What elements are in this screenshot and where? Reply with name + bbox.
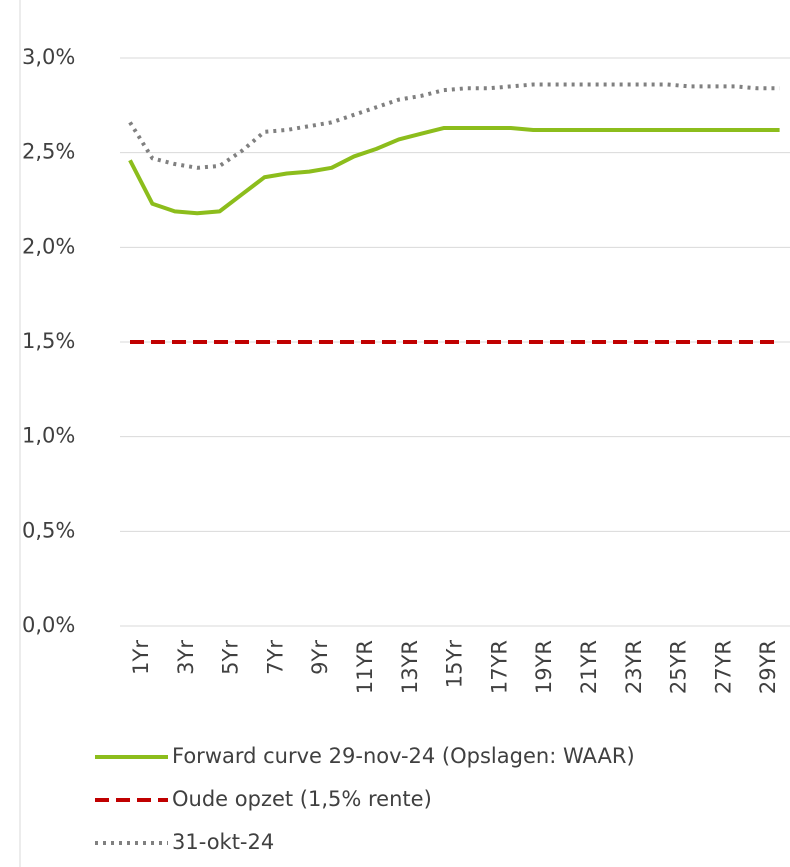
y-tick-label: 2,5%: [22, 140, 75, 164]
legend-label: Oude opzet (1,5% rente): [172, 787, 432, 811]
x-tick-label: 3Yr: [174, 640, 198, 675]
series-line: [128, 82, 780, 170]
x-tick-label: 21YR: [577, 640, 601, 694]
y-tick-label: 0,5%: [22, 518, 75, 542]
x-tick-label: 1Yr: [129, 640, 153, 675]
y-tick-label: 1,0%: [22, 424, 75, 448]
x-tick-label: 29YR: [756, 640, 780, 694]
x-tick-label: 13YR: [398, 640, 422, 694]
legend-label: 31-okt-24: [172, 830, 274, 854]
x-tick-label: 7Yr: [263, 640, 287, 675]
x-tick-label: 19YR: [532, 640, 556, 694]
x-tick-label: 5Yr: [219, 640, 243, 675]
x-tick-label: 11YR: [353, 640, 377, 694]
legend-label: Forward curve 29-nov-24 (Opslagen: WAAR): [172, 744, 635, 768]
y-tick-label: 1,5%: [22, 329, 75, 353]
x-tick-label: 23YR: [622, 640, 646, 694]
series-line: [128, 126, 780, 216]
x-tick-label: 9Yr: [308, 640, 332, 675]
x-tick-label: 25YR: [667, 640, 691, 694]
x-tick-label: 15Yr: [443, 640, 467, 689]
x-tick-label: 27YR: [711, 640, 735, 694]
y-tick-label: 3,0%: [22, 45, 75, 69]
y-tick-label: 2,0%: [22, 234, 75, 258]
x-tick-label: 17YR: [487, 640, 511, 694]
y-tick-label: 0,0%: [22, 613, 75, 637]
